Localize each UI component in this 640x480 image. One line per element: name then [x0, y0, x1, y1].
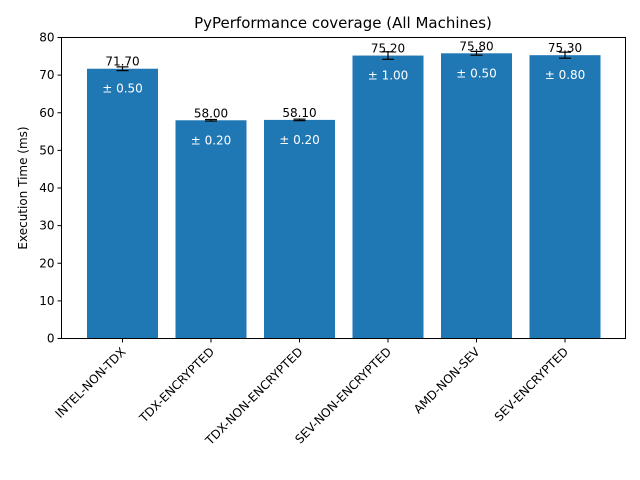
y-tick-label: 0 [47, 332, 55, 346]
bar-error-label: ± 0.20 [279, 133, 320, 147]
chart-title: PyPerformance coverage (All Machines) [194, 14, 492, 32]
bar-error-label: ± 0.20 [191, 133, 232, 147]
bar-error-label: ± 0.50 [102, 82, 143, 96]
bar-error-label: ± 0.50 [456, 66, 497, 80]
bars-group: 71.70 ± 0.50 58.00 ± 0.20 58.10 ± 0.20 75.20 ± … [87, 39, 601, 339]
y-tick-label: 70 [39, 68, 54, 82]
bar-sev-encrypted [529, 55, 601, 339]
y-tick-label: 20 [39, 256, 54, 270]
y-tick-label: 30 [39, 219, 54, 233]
bar-error-label: ± 0.80 [545, 68, 586, 82]
bar-error-label: ± 1.00 [368, 69, 409, 83]
bar-value-label: 75.30 [548, 41, 582, 55]
bar-value-label: 75.80 [459, 39, 493, 53]
y-tick-label: 60 [39, 106, 54, 120]
bar-amd-non-sev [441, 53, 512, 339]
bar-tdx-encrypted [175, 120, 247, 339]
x-tick-label: TDX-ENCRYPTED [136, 345, 217, 426]
y-tick-label: 50 [39, 143, 54, 157]
y-axis-label: Execution Time (ms) [16, 126, 30, 249]
bar-tdx-non-encrypted [264, 119, 335, 339]
bar-intel-non-tdx [87, 68, 158, 339]
y-tick-label: 10 [39, 294, 54, 308]
bar-value-label: 58.00 [194, 106, 228, 120]
plot-frame [61, 37, 626, 339]
y-tick-label: 80 [39, 31, 54, 45]
bar-value-label: 71.70 [105, 55, 139, 69]
bar-value-label: 75.20 [371, 42, 405, 56]
x-axis: INTEL-NON-TDX TDX-ENCRYPTEDTDX-NON-ENCRYP… [52, 338, 571, 449]
x-tick-label: AMD-NON-SEV [411, 344, 483, 416]
bar-sev-non-encrypted [352, 55, 424, 339]
y-axis: 0 10 20 30 40 50 60 70 80 [39, 31, 62, 346]
x-tick-label: SEV-NON-ENCRYPTED [292, 345, 394, 447]
y-tick-label: 40 [39, 181, 54, 195]
x-tick-label: INTEL-NON-TDX [52, 345, 128, 421]
x-tick-label: SEV-ENCRYPTED [492, 345, 571, 424]
x-tick-label: TDX-NON-ENCRYPTED [202, 345, 306, 449]
bar-value-label: 58.10 [282, 106, 316, 120]
